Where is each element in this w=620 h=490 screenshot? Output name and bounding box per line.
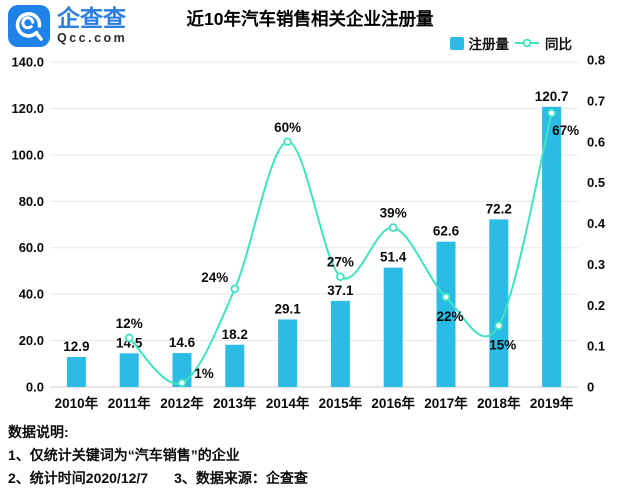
x-axis-category-label: 2010年: [55, 395, 99, 411]
bar-value-label: 120.7: [535, 89, 569, 104]
brand-name-cn: 企查查: [57, 5, 126, 32]
x-axis-category-label: 2015年: [319, 395, 363, 411]
footer-note-2: 2、统计时间2020/12/7: [8, 470, 149, 486]
chart-legend: 注册量 同比: [449, 33, 572, 53]
yoy-percent-label: 39%: [380, 206, 407, 221]
bar-value-label: 51.4: [380, 250, 407, 265]
brand-text: 企查查 Qcc.com: [57, 6, 127, 45]
y-axis-tick-left: 100.0: [11, 147, 44, 162]
yoy-percent-label: 24%: [201, 270, 228, 285]
x-axis-category-label: 2012年: [160, 395, 204, 411]
yoy-percent-label: 27%: [327, 255, 354, 270]
line-marker-2016年: [388, 223, 398, 232]
yoy-percent-label: 1%: [194, 366, 214, 381]
y-axis-tick-right: 0.7: [587, 93, 605, 108]
bar-2017年: [436, 241, 456, 387]
x-axis-category-label: 2013年: [213, 395, 257, 411]
x-axis-category-label: 2018年: [477, 395, 521, 411]
footer-heading: 数据说明:: [8, 424, 69, 440]
y-axis-tick-right: 0.8: [587, 53, 605, 68]
bar-2015年: [330, 300, 350, 387]
bar-value-label: 72.2: [486, 201, 512, 216]
x-axis-category-label: 2011年: [108, 395, 151, 411]
line-marker-2018年: [494, 321, 504, 330]
y-axis-tick-left: 140.0: [11, 55, 44, 70]
bar-2019年: [542, 106, 562, 387]
y-axis-tick-left: 0.0: [26, 380, 44, 395]
footer-note-row: 2、统计时间2020/12/7 3、数据来源：企查查: [8, 467, 308, 490]
line-marker-2011年: [124, 333, 134, 343]
y-axis-tick-left: 20.0: [19, 333, 44, 348]
line-marker-2013年: [230, 284, 240, 294]
footer-note-3: 3、数据来源：企查查: [174, 470, 308, 486]
line-legend-marker: [515, 38, 539, 48]
combo-chart: 0.0 20.0 40.0 60.0 80.0 100.0 120.0 140.0 0 0.1 0.…: [11, 53, 606, 412]
bar-2011年: [119, 353, 139, 387]
x-axis-category-label: 2019年: [530, 395, 574, 411]
yoy-percent-label: 67%: [552, 123, 579, 138]
y-axis-tick-left: 80.0: [19, 194, 44, 209]
bar-legend-label: 注册量: [468, 37, 510, 52]
bar-value-label: 12.9: [63, 339, 89, 354]
bar-value-label: 14.6: [169, 335, 196, 350]
x-axis-category-label: 2017年: [424, 395, 468, 411]
line-marker-2019年: [547, 108, 556, 118]
bar-2018年: [489, 219, 509, 387]
x-axis-category-label: 2016年: [371, 395, 415, 411]
line-marker-2012年: [177, 378, 187, 388]
bar-value-label: 29.1: [274, 301, 301, 316]
line-marker-2017年: [441, 292, 451, 302]
y-axis-tick-right: 0.6: [587, 134, 605, 149]
y-axis-tick-right: 0.5: [587, 175, 605, 190]
bar-2010年: [66, 357, 86, 387]
y-axis-tick-right: 0.2: [587, 298, 605, 313]
line-marker-2014年: [283, 137, 292, 147]
yoy-percent-label: 60%: [274, 120, 301, 135]
yoy-percent-label: 22%: [436, 309, 463, 324]
y-axis-tick-right: 0.4: [587, 216, 606, 231]
yoy-percent-label: 12%: [116, 316, 143, 331]
qcc-logo-icon: [8, 5, 50, 47]
x-axis-category-label: 2014年: [266, 395, 310, 411]
brand-name-en: Qcc.com: [57, 30, 128, 45]
footer-notes: 数据说明: 1、仅统计关键词为“汽车销售”的企业 2、统计时间2020/12/7…: [8, 421, 308, 490]
y-axis-tick-right: 0.3: [587, 257, 605, 272]
bar-value-label: 37.1: [327, 283, 354, 298]
bar-value-label: 62.6: [433, 224, 460, 239]
bar-value-label: 18.2: [222, 327, 248, 342]
bar-2016年: [383, 267, 403, 387]
y-axis-tick-left: 40.0: [19, 287, 44, 302]
bar-2014年: [278, 319, 298, 387]
chart-title: 近10年汽车销售相关企业注册量: [186, 9, 434, 29]
line-marker-2015年: [336, 272, 345, 281]
yoy-percent-label: 15%: [489, 338, 516, 353]
y-axis-tick-right: 0.1: [587, 339, 605, 354]
line-legend-label: 同比: [545, 37, 572, 52]
bar-2013年: [225, 344, 245, 387]
footer-note-1: 1、仅统计关键词为“汽车销售”的企业: [8, 447, 240, 463]
y-axis-tick-right: 0: [587, 380, 594, 395]
y-axis-tick-left: 60.0: [19, 240, 44, 255]
qcc-logo: 企查查 Qcc.com: [8, 5, 127, 47]
y-axis-tick-left: 120.0: [11, 101, 44, 116]
bar-legend-swatch: [449, 36, 464, 50]
